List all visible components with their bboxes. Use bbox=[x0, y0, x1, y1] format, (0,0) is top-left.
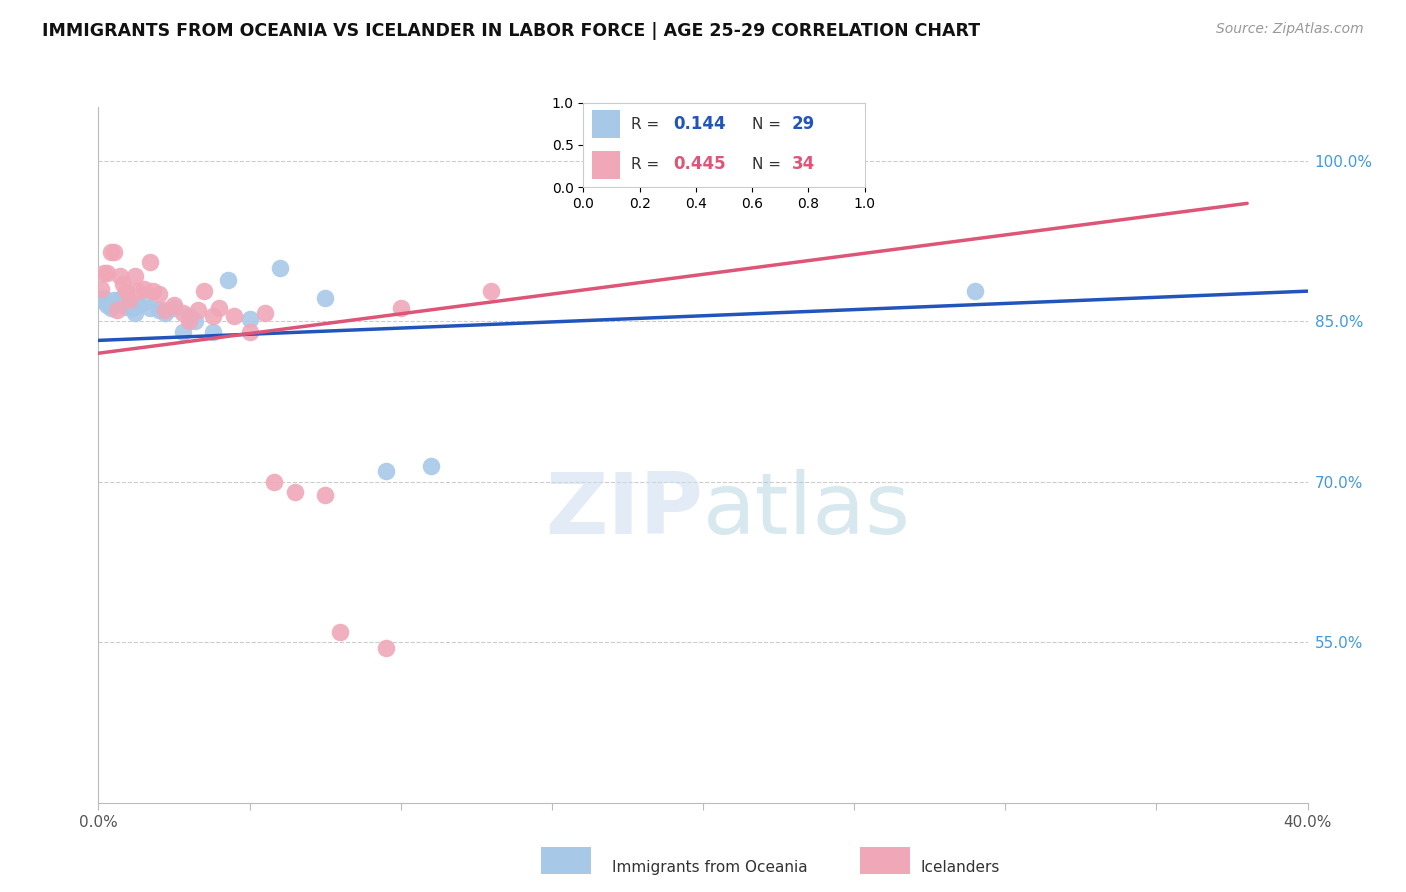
Point bbox=[153, 303, 176, 318]
Point bbox=[329, 624, 352, 639]
Point bbox=[153, 305, 176, 319]
Point bbox=[100, 244, 122, 259]
Point bbox=[965, 284, 987, 298]
Point bbox=[96, 298, 118, 312]
Point bbox=[132, 294, 155, 309]
Point bbox=[111, 296, 134, 310]
Text: ZIP: ZIP bbox=[546, 469, 703, 552]
Point bbox=[263, 475, 285, 489]
Point bbox=[93, 266, 115, 280]
Point bbox=[374, 640, 396, 655]
Point bbox=[239, 325, 262, 339]
Point bbox=[420, 458, 443, 473]
Text: IMMIGRANTS FROM OCEANIA VS ICELANDER IN LABOR FORCE | AGE 25-29 CORRELATION CHAR: IMMIGRANTS FROM OCEANIA VS ICELANDER IN … bbox=[42, 22, 980, 40]
Point bbox=[314, 487, 336, 501]
Point bbox=[148, 287, 170, 301]
Bar bbox=[592, 111, 620, 138]
Text: 29: 29 bbox=[792, 115, 815, 133]
Point bbox=[208, 301, 231, 316]
Point bbox=[100, 301, 122, 316]
Point bbox=[148, 303, 170, 318]
Bar bbox=[592, 151, 620, 178]
Point bbox=[90, 282, 112, 296]
Text: Source: ZipAtlas.com: Source: ZipAtlas.com bbox=[1216, 22, 1364, 37]
Point bbox=[127, 284, 149, 298]
Point bbox=[103, 293, 125, 307]
Point bbox=[111, 277, 134, 291]
Point bbox=[163, 301, 186, 316]
Point bbox=[132, 282, 155, 296]
Point bbox=[142, 284, 165, 298]
Text: Icelanders: Icelanders bbox=[921, 860, 1000, 874]
Point bbox=[284, 485, 307, 500]
Point bbox=[217, 273, 239, 287]
Point bbox=[184, 314, 207, 328]
Point bbox=[314, 291, 336, 305]
Point bbox=[269, 260, 291, 275]
Point bbox=[139, 301, 162, 316]
Point bbox=[114, 284, 136, 298]
Point bbox=[103, 244, 125, 259]
Point bbox=[105, 294, 128, 309]
Point bbox=[118, 293, 141, 307]
Text: 0.144: 0.144 bbox=[673, 115, 725, 133]
Point bbox=[374, 464, 396, 478]
Point bbox=[90, 293, 112, 307]
Point bbox=[239, 312, 262, 326]
Text: N =: N = bbox=[752, 117, 786, 132]
Text: N =: N = bbox=[752, 156, 786, 171]
Text: R =: R = bbox=[631, 117, 665, 132]
Point bbox=[193, 284, 215, 298]
Point bbox=[108, 269, 131, 284]
Point bbox=[179, 309, 201, 323]
Point bbox=[96, 266, 118, 280]
Point bbox=[114, 300, 136, 314]
Point bbox=[108, 292, 131, 306]
Point bbox=[124, 269, 146, 284]
Point bbox=[127, 298, 149, 312]
Point bbox=[172, 305, 194, 319]
Point bbox=[202, 325, 225, 339]
Point bbox=[93, 291, 115, 305]
Point bbox=[118, 298, 141, 312]
Point bbox=[121, 301, 143, 316]
Text: R =: R = bbox=[631, 156, 665, 171]
Point bbox=[389, 301, 412, 316]
Point bbox=[224, 309, 246, 323]
Point bbox=[163, 298, 186, 312]
Text: 34: 34 bbox=[792, 155, 815, 173]
Point bbox=[172, 325, 194, 339]
Text: 0.445: 0.445 bbox=[673, 155, 725, 173]
Text: Immigrants from Oceania: Immigrants from Oceania bbox=[612, 860, 807, 874]
Point bbox=[179, 314, 201, 328]
Point bbox=[105, 303, 128, 318]
Point bbox=[187, 303, 209, 318]
Point bbox=[253, 305, 276, 319]
Point bbox=[139, 255, 162, 269]
Point bbox=[481, 284, 503, 298]
Text: atlas: atlas bbox=[703, 469, 911, 552]
Point bbox=[202, 309, 225, 323]
Point bbox=[124, 305, 146, 319]
